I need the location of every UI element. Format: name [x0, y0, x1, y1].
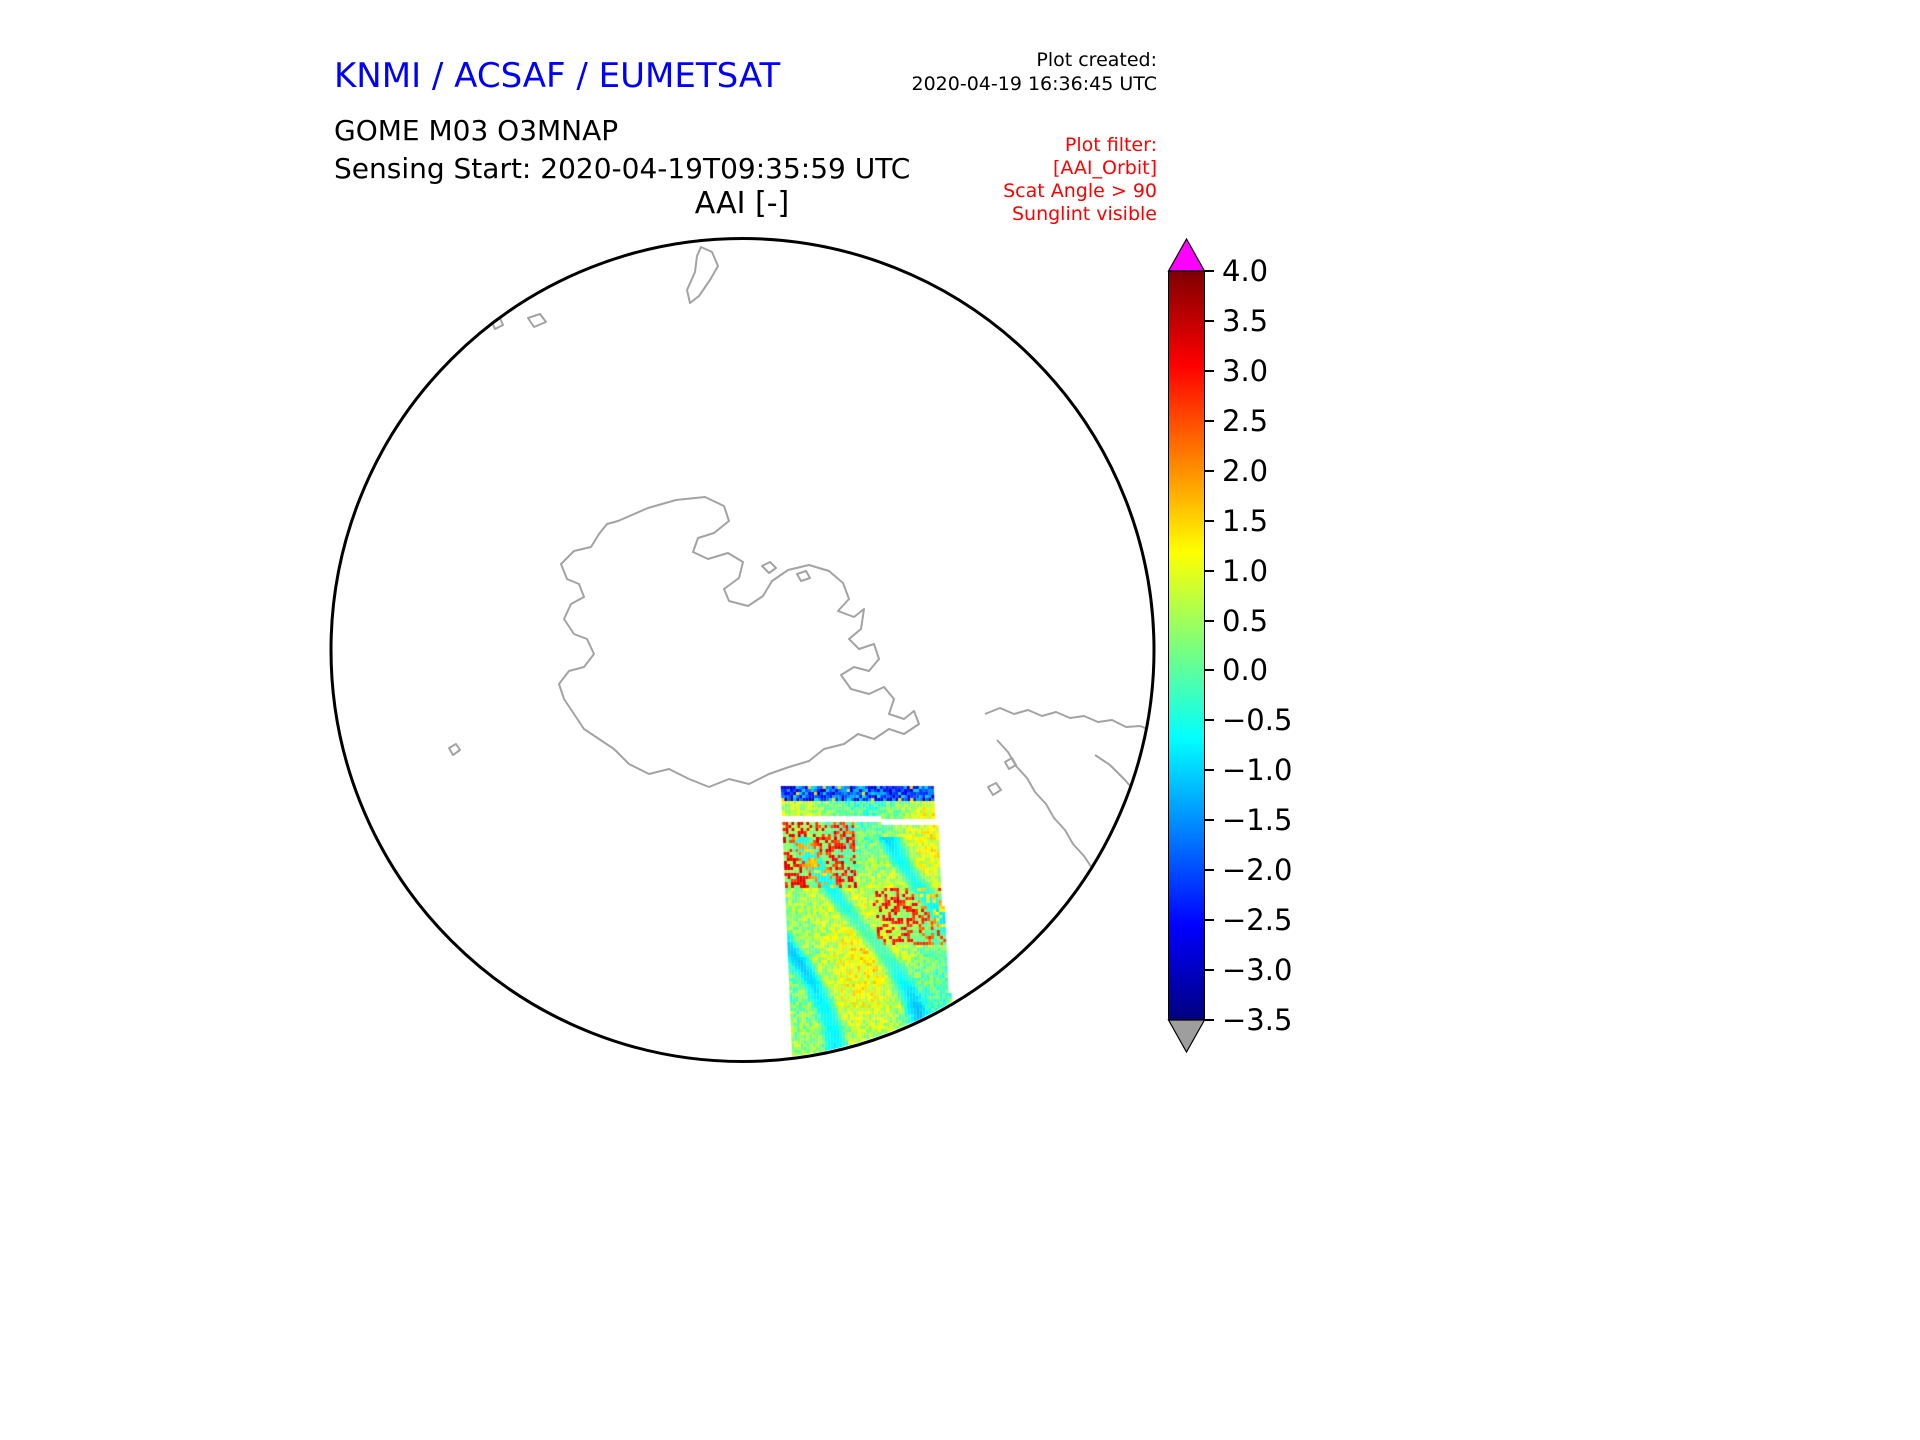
colorbar-tick-label: 2.5: [1222, 403, 1269, 438]
colorbar-tick-label: 4.0: [1222, 254, 1269, 288]
colorbar-tick-label: 0.0: [1222, 653, 1269, 688]
colorbar-tick-mark: [1205, 569, 1214, 572]
colorbar-tick-label: −3.5: [1222, 1003, 1293, 1037]
colorbar-tick-label: −2.0: [1222, 853, 1293, 888]
colorbar-tick-label: −0.5: [1222, 703, 1293, 738]
colorbar-tick-mark: [1205, 819, 1214, 822]
colorbar-tick-label: −2.5: [1222, 903, 1293, 938]
colorbar-tick-label: 2.0: [1222, 453, 1269, 488]
colorbar-tick-mark: [1205, 369, 1214, 372]
colorbar-tick-mark: [1205, 519, 1214, 522]
colorbar-tick-label: 3.5: [1222, 303, 1269, 338]
colorbar-tick-mark: [1205, 1019, 1214, 1021]
colorbar-tick-label: −3.0: [1222, 953, 1293, 988]
colorbar-tick-mark: [1205, 919, 1214, 922]
colorbar-tick-mark: [1205, 419, 1214, 422]
colorbar-tick-label: −1.5: [1222, 803, 1293, 838]
colorbar-tick-label: −1.0: [1222, 753, 1293, 788]
colorbar-tick-label: 0.5: [1222, 603, 1269, 638]
colorbar-tick-mark: [1205, 619, 1214, 622]
colorbar-tick-mark: [1205, 869, 1214, 872]
colorbar-tick-mark: [1205, 969, 1214, 972]
colorbar-tick-mark: [1205, 469, 1214, 472]
colorbar-tick-mark: [1205, 769, 1214, 772]
colorbar-tick-label: 1.0: [1222, 553, 1269, 588]
colorbar-tick-label: 1.5: [1222, 503, 1269, 538]
colorbar-tick-mark: [1205, 319, 1214, 322]
colorbar-tick-mark: [1205, 270, 1214, 272]
colorbar-tick-mark: [1205, 669, 1214, 672]
colorbar-tick-label: 3.0: [1222, 353, 1269, 388]
colorbar-tick-mark: [1205, 719, 1214, 722]
colorbar-gradient: [1168, 271, 1205, 1020]
